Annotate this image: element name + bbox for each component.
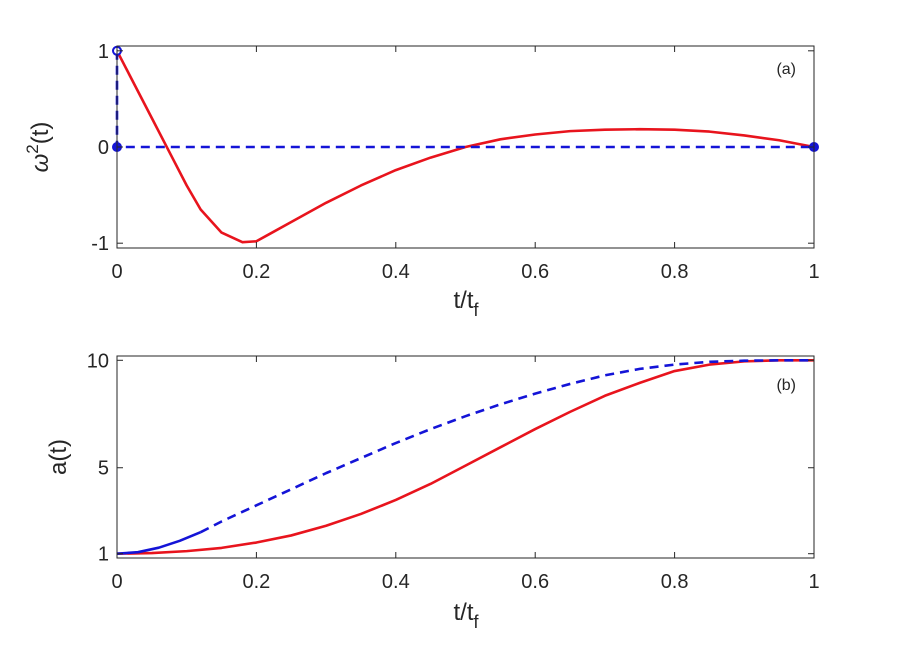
plot-area-b bbox=[117, 356, 814, 558]
x-tick-label-b-4: 0.8 bbox=[661, 571, 689, 593]
panel-b: 0 0.2 0.4 0.6 0.8 1 1 5 10 (b) t/tf a(t) bbox=[45, 350, 820, 632]
x-tick-label-b-3: 0.6 bbox=[521, 571, 549, 593]
x-tick-label-b-0: 0 bbox=[111, 571, 122, 593]
y-tick-label-b-1: 5 bbox=[98, 458, 109, 480]
panel-tag-a: (a) bbox=[776, 61, 796, 78]
ticks-layer-a: 0 0.2 0.4 0.6 0.8 1-101 bbox=[91, 41, 819, 283]
ticks-layer-b: 0 0.2 0.4 0.6 0.8 1 1 5 10 bbox=[87, 350, 820, 593]
series-line-b-0 bbox=[116, 358, 814, 555]
series-line-a-0 bbox=[115, 50, 815, 244]
axes-frame-b bbox=[116, 355, 815, 559]
x-tick-label-a-0: 0 bbox=[111, 261, 122, 283]
x-tick-label-a-1: 0.2 bbox=[242, 261, 270, 283]
x-axis-label-b: t/tf bbox=[453, 599, 479, 632]
x-tick-label-a-5: 1 bbox=[808, 261, 819, 283]
x-tick-label-b-1: 0.2 bbox=[242, 571, 270, 593]
y-tick-label-a-2: 1 bbox=[98, 41, 109, 63]
y-tick-label-a-0: -1 bbox=[91, 233, 109, 255]
x-tick-label-b-5: 1 bbox=[808, 571, 819, 593]
y-tick-label-b-2: 10 bbox=[87, 350, 109, 372]
series-layer-b bbox=[116, 358, 814, 555]
y-tick-label-a-1: 0 bbox=[98, 137, 109, 159]
y-axis-label-a: ω2(t) bbox=[23, 122, 54, 173]
x-tick-label-a-2: 0.4 bbox=[382, 261, 410, 283]
panel-tag-b: (b) bbox=[776, 377, 796, 394]
x-axis-label-a: t/tf bbox=[453, 287, 479, 320]
y-tick-label-b-0: 1 bbox=[98, 544, 109, 566]
x-tick-label-b-2: 0.4 bbox=[382, 571, 410, 593]
x-tick-label-a-3: 0.6 bbox=[521, 261, 549, 283]
panel-a: 0 0.2 0.4 0.6 0.8 1-101 (a) t/tf ω2(t) bbox=[23, 41, 820, 320]
series-line-b-2 bbox=[200, 358, 814, 534]
y-axis-label-b: a(t) bbox=[45, 439, 72, 475]
axes-frame-a bbox=[116, 45, 815, 249]
x-tick-label-a-4: 0.8 bbox=[661, 261, 689, 283]
series-line-b-1 bbox=[116, 531, 202, 555]
